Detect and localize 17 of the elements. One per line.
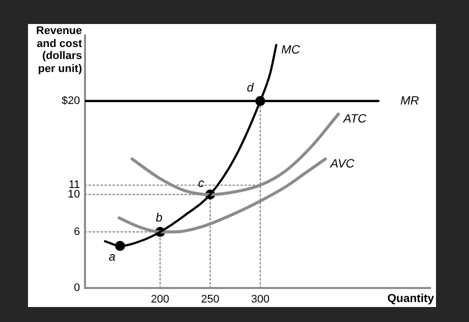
series-label: AVC xyxy=(329,156,355,170)
y-tick-label: 6 xyxy=(74,226,80,238)
annotation: c xyxy=(198,176,204,190)
y-tick-label: 10 xyxy=(68,188,80,201)
y-axis-title: Revenue and cost (dollars per unit) xyxy=(35,25,82,75)
series-label: MR xyxy=(400,93,420,108)
x-axis-title: Quantity xyxy=(387,293,434,305)
annotation: b xyxy=(156,210,163,224)
series-label: MC xyxy=(281,42,300,56)
annotation: d xyxy=(246,80,254,94)
x-tick-label: 200 xyxy=(150,294,170,306)
series-label: ATC xyxy=(342,111,367,126)
y-tick-label: 0 xyxy=(74,282,80,294)
x-tick-label: 300 xyxy=(251,294,270,306)
annotation: a xyxy=(108,249,116,264)
y-tick-label: $20 xyxy=(62,95,80,108)
x-tick-label: 250 xyxy=(201,294,220,306)
